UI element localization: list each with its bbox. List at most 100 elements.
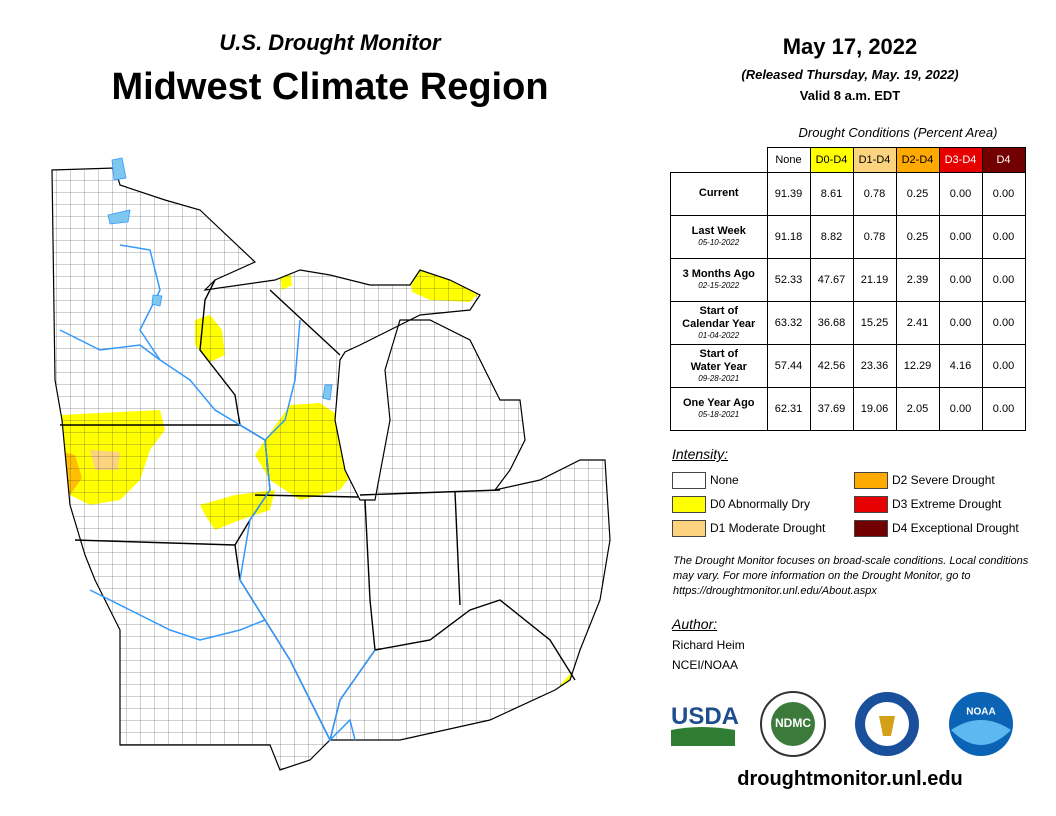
table-cell: 52.33	[766, 257, 811, 302]
column-header: D0-D4	[809, 147, 854, 173]
usda-logo: USDA	[671, 703, 739, 730]
row-label-line: One Year Ago	[682, 397, 755, 409]
row-date: 05-10-2022	[698, 238, 740, 247]
table-cell: 0.25	[895, 171, 940, 216]
table-cell: 21.19	[852, 257, 897, 302]
author-org: NCEI/NOAA	[672, 658, 739, 672]
table-cell: 0.78	[852, 214, 897, 259]
table-cell: 23.36	[852, 343, 897, 388]
table-cell: 8.61	[809, 171, 854, 216]
title: Midwest Climate Region	[111, 66, 549, 108]
table-cell: 0.00	[981, 257, 1026, 302]
legend-label: D2 Severe Drought	[892, 473, 995, 487]
note: The Drought Monitor focuses on broad-sca…	[673, 555, 1029, 597]
table-cell: 0.00	[938, 214, 983, 259]
logos: USDA NDMC NOAA	[671, 691, 1013, 757]
table-cell: 0.00	[981, 300, 1026, 345]
row-label-line: Current	[698, 187, 739, 199]
row-label: Start of Calendar Year 01-04-2022	[670, 300, 768, 345]
row-label-line: Start of	[699, 347, 739, 360]
subtitle: U.S. Drought Monitor	[219, 30, 441, 55]
legend-label: D1 Moderate Drought	[710, 521, 826, 535]
table-row: Last Week 05-10-2022 91.18 8.82 0.78 0.25 0.00…	[670, 214, 1026, 259]
table-cell: 0.00	[981, 386, 1026, 431]
corner	[671, 148, 768, 173]
table-cell: 15.25	[852, 300, 897, 345]
header-row: None D0-D4 D1-D4 D2-D4 D3-D4 D4	[671, 147, 1026, 173]
author-name: Richard Heim	[672, 638, 745, 652]
conditions-table: None D0-D4 D1-D4 D2-D4 D3-D4 D4 Current 91.39 8.…	[670, 147, 1026, 431]
legend-label: D0 Abnormally Dry	[710, 497, 811, 511]
row-date: 09-28-2021	[698, 373, 740, 383]
table-row: 3 Months Ago 02-15-2022 52.33 47.67 21.19 2.3…	[670, 257, 1026, 302]
row-label-line: Calendar Year	[682, 317, 756, 330]
valid-time: Valid 8 a.m. EDT	[799, 88, 901, 103]
lakes	[107, 157, 333, 401]
table-row: Start of Water Year 09-28-2021 57.44 42.56 23…	[670, 343, 1026, 388]
table-cell: 57.44	[766, 343, 811, 388]
usda-mark	[671, 727, 735, 746]
legend-label: None	[710, 473, 739, 487]
table-cell: 47.67	[809, 257, 854, 302]
row-date: 05-18-2021	[698, 410, 740, 419]
table-cell: 36.68	[809, 300, 854, 345]
table-cell: 63.32	[766, 300, 811, 345]
row-label-line: Water Year	[690, 360, 747, 373]
legend-label: D4 Exceptional Drought	[892, 521, 1019, 535]
table-cell: 0.25	[895, 214, 940, 259]
ndmc-inner	[771, 702, 815, 746]
table-cell: 0.78	[852, 171, 897, 216]
legend-title: Intensity:	[672, 446, 729, 462]
table-cell: 12.29	[895, 343, 940, 388]
table-cell: 8.82	[809, 214, 854, 259]
row-label-line: Start of	[699, 304, 739, 317]
table-cell: 62.31	[766, 386, 811, 431]
table-cell: 0.00	[938, 300, 983, 345]
table-cell: 0.00	[938, 257, 983, 302]
map-date: May 17, 2022	[782, 34, 918, 59]
table-caption: Drought Conditions (Percent Area)	[798, 125, 998, 140]
table-row: Start of Calendar Year 01-04-2022 63.32 36.6…	[670, 300, 1026, 345]
release-date: (Released Thursday, May. 19, 2022)	[741, 67, 959, 82]
row-label: Start of Water Year 09-28-2021	[670, 343, 768, 388]
column-header: D3-D4	[938, 147, 983, 173]
row-date: 02-15-2022	[698, 281, 740, 290]
legend-swatch	[672, 520, 706, 537]
table-cell: 0.00	[981, 171, 1026, 216]
legend-swatch	[672, 472, 706, 489]
table-cell: 2.05	[895, 386, 940, 431]
legend-swatch	[854, 496, 888, 513]
table-cell: 4.16	[938, 343, 983, 388]
legend-swatch	[854, 472, 888, 489]
legend-swatch	[854, 520, 888, 537]
region-outline	[51, 167, 611, 771]
column-header: None	[766, 147, 811, 173]
column-header: D2-D4	[895, 147, 940, 173]
column-header: D4	[981, 147, 1026, 173]
table-cell: 91.39	[766, 171, 811, 216]
row-date: 01-04-2022	[698, 330, 740, 340]
column-header: D1-D4	[852, 147, 897, 173]
legend-swatch	[672, 496, 706, 513]
table-cell: 91.18	[766, 214, 811, 259]
ndmc-text: NDMC	[775, 716, 811, 730]
website: droughtmonitor.unl.edu	[737, 768, 963, 790]
table-cell: 0.00	[981, 214, 1026, 259]
table-cell: 19.06	[852, 386, 897, 431]
rivers	[59, 244, 376, 743]
table-cell: 0.00	[938, 386, 983, 431]
row-label: Current	[670, 171, 768, 216]
noaa-text: NOAA	[966, 707, 995, 718]
table-cell: 37.69	[809, 386, 854, 431]
noaa-wave	[951, 720, 1011, 745]
row-label-line: 3 Months Ago	[682, 268, 755, 280]
table-cell: 2.41	[895, 300, 940, 345]
row-label: One Year Ago 05-18-2021	[670, 386, 768, 431]
map	[51, 157, 611, 771]
legend-label: D3 Extreme Drought	[892, 497, 1002, 511]
author-title: Author:	[672, 616, 718, 632]
table-cell: 0.00	[981, 343, 1026, 388]
table-cell: 2.39	[895, 257, 940, 302]
